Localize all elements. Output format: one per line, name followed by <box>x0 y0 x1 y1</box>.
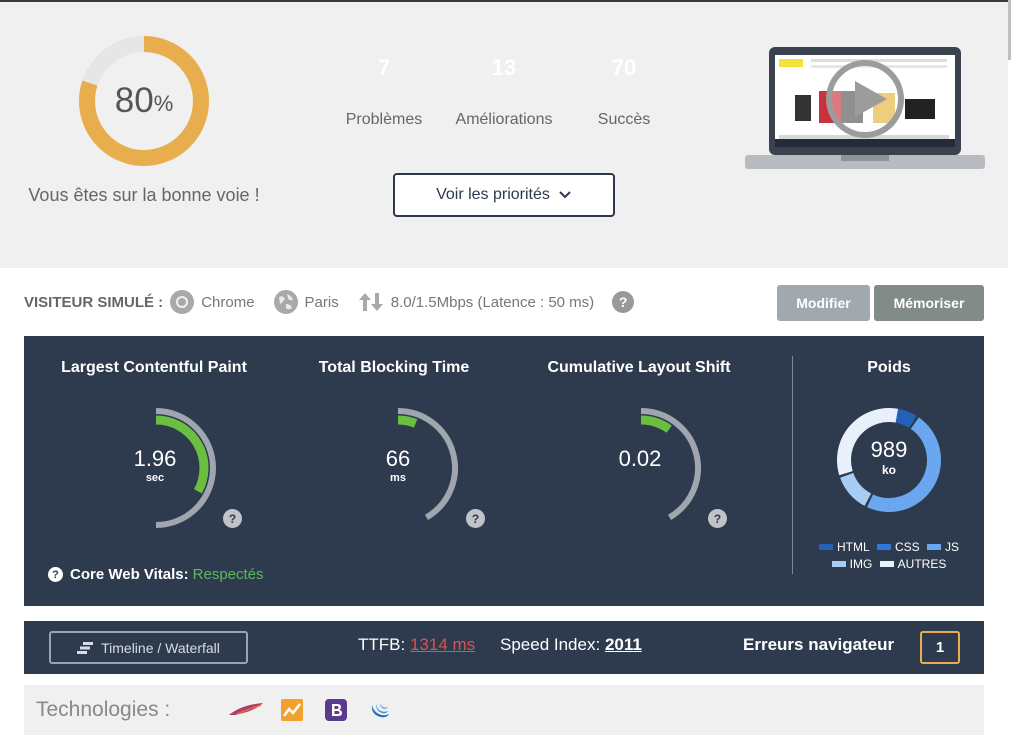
metrics-divider <box>792 356 793 574</box>
legend-html: HTML <box>818 539 870 555</box>
tbt-gauge-track <box>397 408 458 520</box>
bootstrap-icon[interactable] <box>325 699 347 721</box>
donut-segment-html <box>895 408 917 428</box>
waterfall-icon <box>77 641 94 654</box>
globe-icon <box>273 290 298 314</box>
speed-index-value[interactable]: 2011 <box>604 635 642 654</box>
legend-js-swatch <box>927 544 942 550</box>
visitor-connection: 8.0/1.5Mbps (Latence : 50 ms) <box>357 291 594 313</box>
top-border <box>0 0 1011 2</box>
cwv-status: Respectés <box>192 566 264 583</box>
visitor-browser: Chrome <box>169 289 255 315</box>
lcp-value: 1.96 <box>133 446 177 471</box>
modify-button[interactable]: Modifier <box>777 285 870 321</box>
weight-title: Poids <box>867 359 911 376</box>
legend-img-swatch <box>831 561 846 567</box>
tbt-title: Total Blocking Time <box>318 359 470 376</box>
core-web-vitals: ? Core Web Vitals: Respectés <box>48 566 264 583</box>
weight-legend: HTML CSS JS IMG AUTRES <box>814 538 964 572</box>
simulated-visitor: VISITEUR SIMULÉ : Chrome Paris 8.0/1.5Mb… <box>24 285 635 319</box>
lcp-title: Largest Contentful Paint <box>61 359 247 376</box>
cwv-help-icon[interactable]: ? <box>48 567 63 582</box>
cls-gauge <box>640 408 701 520</box>
ttfb-label: TTFB: <box>358 635 406 654</box>
analytics-chart-icon[interactable] <box>281 699 303 721</box>
weight-value: 989 <box>870 437 908 462</box>
browser-errors-label: Erreurs navigateur <box>743 635 895 654</box>
cls-title: Cumulative Layout Shift <box>547 359 731 376</box>
tbt-gauge <box>397 408 458 520</box>
timing-bar: Timeline / Waterfall TTFB: 1314 ms Speed… <box>24 621 984 674</box>
cwv-label: Core Web Vitals: <box>70 566 189 583</box>
tbt-gauge-fill <box>397 415 418 428</box>
browser-errors-count[interactable]: 1 <box>920 631 960 664</box>
donut-segment-autres <box>837 408 899 476</box>
weight-value-block: 989 ko <box>835 437 943 477</box>
lcp-value-block: 1.96 sec <box>95 446 215 484</box>
tbt-help-icon[interactable]: ? <box>466 509 485 528</box>
summary-panel: 80 % Vous êtes sur la bonne voie ! 7 Pro… <box>0 2 1008 268</box>
page-preview-video[interactable] <box>745 47 985 175</box>
legend-autres-swatch <box>879 561 894 567</box>
problems-label: Problèmes <box>345 111 423 128</box>
ttfb: TTFB: 1314 ms <box>358 635 475 655</box>
browser-label: Chrome <box>201 293 255 311</box>
legend-css-swatch <box>876 544 891 550</box>
help-icon[interactable]: ? <box>612 291 635 313</box>
jquery-icon[interactable] <box>369 699 391 721</box>
score-arc <box>79 36 209 166</box>
remember-button[interactable]: Mémoriser <box>874 285 984 321</box>
tbt-value: 66 <box>385 446 411 471</box>
weight-unit: ko <box>881 463 896 477</box>
location-label: Paris <box>304 293 339 311</box>
tbt-unit: ms <box>390 472 406 484</box>
chrome-icon <box>170 290 195 314</box>
donut-segment-img <box>840 472 872 506</box>
lcp-gauge-fill <box>155 415 209 494</box>
legend-js: JS <box>927 539 959 555</box>
tbt-value-block: 66 ms <box>338 446 458 484</box>
cls-gauge-fill <box>640 415 672 433</box>
legend-html-swatch <box>818 544 833 550</box>
connection-label: 8.0/1.5Mbps (Latence : 50 ms) <box>390 293 595 311</box>
problems-count[interactable]: 7 <box>377 55 391 80</box>
priorities-button[interactable]: Voir les priorités <box>393 173 615 217</box>
chevron-down-icon <box>559 191 571 199</box>
legend-css: CSS <box>876 539 920 555</box>
score-label: 80 % <box>78 35 210 167</box>
speed-index-label: Speed Index: <box>500 635 601 654</box>
improvements-count[interactable]: 13 <box>491 55 517 80</box>
weight-donut <box>837 408 941 512</box>
score-percent: % <box>153 91 174 116</box>
successes-count[interactable]: 70 <box>611 55 637 80</box>
technologies-row: Technologies : <box>24 685 984 735</box>
legend-autres: AUTRES <box>879 556 946 572</box>
improvements-label: Améliorations <box>455 111 553 128</box>
score-ring <box>79 36 209 166</box>
timeline-waterfall-button[interactable]: Timeline / Waterfall <box>49 631 248 664</box>
speed-index: Speed Index: 2011 <box>500 635 642 655</box>
score-verdict: Vous êtes sur la bonne voie ! <box>28 185 260 205</box>
cls-value: 0.02 <box>618 446 662 471</box>
lcp-gauge <box>155 408 216 528</box>
lcp-gauge-track <box>155 408 216 528</box>
successes-label: Succès <box>597 111 651 128</box>
visitor-title: VISITEUR SIMULÉ : <box>24 293 164 311</box>
score-value: 80 <box>114 81 154 120</box>
cls-help-icon[interactable]: ? <box>708 509 727 528</box>
technologies-label: Technologies : <box>36 698 171 721</box>
legend-img: IMG <box>831 556 872 572</box>
scrollbar[interactable] <box>1008 0 1011 60</box>
apache-feather-icon[interactable] <box>227 699 265 721</box>
visitor-location: Paris <box>273 289 339 315</box>
lcp-unit: sec <box>145 472 165 484</box>
cls-gauge-track <box>640 408 701 520</box>
cls-value-block: 0.02 <box>580 446 700 472</box>
metrics-panel: Largest Contentful Paint Total Blocking … <box>24 336 984 606</box>
donut-segment-js <box>867 417 941 512</box>
lcp-help-icon[interactable]: ? <box>223 509 242 528</box>
up-down-arrows-icon <box>358 293 383 311</box>
ttfb-value[interactable]: 1314 ms <box>409 635 476 654</box>
